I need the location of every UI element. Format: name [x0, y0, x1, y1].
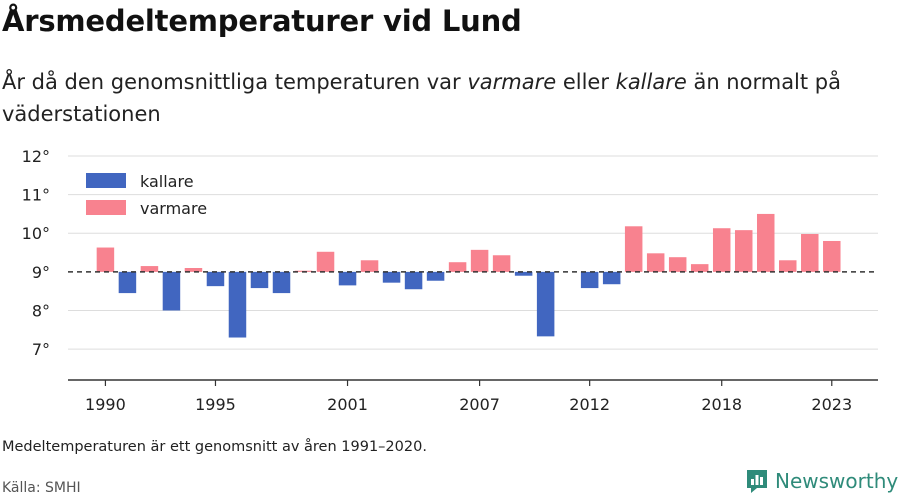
- bar-2016: [668, 257, 687, 272]
- bar-chart-logo-icon: [747, 470, 767, 493]
- y-tick-label-12: 12°: [22, 147, 50, 166]
- legend-swatch-varmare: [86, 200, 126, 215]
- y-tick-label-7: 7°: [32, 340, 50, 359]
- bar-1992: [140, 266, 159, 272]
- x-tick-label-2018: 2018: [701, 395, 742, 414]
- bar-2010: [536, 271, 555, 337]
- legend-swatch-kallare: [86, 173, 126, 188]
- bar-1993: [162, 271, 181, 311]
- y-tick-label-11: 11°: [22, 186, 50, 205]
- bar-2018: [712, 228, 731, 272]
- bar-2017: [690, 264, 709, 272]
- bar-2005: [426, 271, 445, 281]
- y-tick-label-9: 9°: [32, 263, 50, 282]
- brand-name: Newsworthy: [775, 469, 899, 493]
- temperature-bar-chart: 7° 8° 9° 10° 11° 12° 1990 1995 2001 2007 2012 2018…: [22, 147, 878, 414]
- bar-2021: [779, 260, 797, 272]
- y-axis-labels: 7° 8° 9° 10° 11° 12°: [22, 147, 50, 359]
- x-tick-label-1990: 1990: [85, 395, 126, 414]
- bar-2002: [360, 260, 379, 272]
- x-axis-labels: 1990 1995 2001 2007 2012 2018 2023: [85, 380, 852, 414]
- bar-2015: [646, 253, 665, 272]
- bar-2008: [492, 255, 511, 272]
- grid-lines: [68, 155, 878, 350]
- legend: kallare varmare: [86, 172, 207, 218]
- x-tick-label-2023: 2023: [811, 395, 852, 414]
- x-tick-label-2012: 2012: [569, 395, 610, 414]
- bar-2004: [404, 271, 423, 290]
- bar-1996: [228, 271, 247, 338]
- legend-label-kallare: kallare: [140, 172, 194, 191]
- source-credit: Källa: SMHI: [2, 480, 81, 496]
- chart-subtitle: År då den genomsnittliga temperaturen va…: [2, 66, 882, 130]
- bars: [96, 213, 841, 338]
- bar-1994: [184, 268, 203, 272]
- chart-note: Medeltemperaturen är ett genomsnitt av å…: [2, 439, 427, 455]
- x-tick-label-2001: 2001: [327, 395, 368, 414]
- bar-2000: [316, 251, 335, 272]
- x-tick-label-1995: 1995: [195, 395, 236, 414]
- bar-1998: [272, 271, 291, 294]
- bar-2013: [602, 271, 621, 285]
- subtitle-part-3: än normalt på väderstationen: [2, 70, 841, 126]
- subtitle-cold-word: kallare: [615, 70, 687, 94]
- bar-2019: [734, 230, 753, 272]
- bar-2023: [823, 240, 841, 272]
- bar-1990: [96, 247, 115, 272]
- x-tick-label-2007: 2007: [459, 395, 500, 414]
- subtitle-part-1: År då den genomsnittliga temperaturen va…: [2, 70, 468, 94]
- bar-2006: [448, 262, 467, 272]
- y-tick-label-8: 8°: [32, 301, 50, 320]
- y-tick-label-10: 10°: [22, 224, 50, 243]
- chart-title: Årsmedeltemperaturer vid Lund: [2, 4, 522, 38]
- legend-label-varmare: varmare: [140, 199, 207, 218]
- subtitle-warm-word: varmare: [467, 70, 557, 94]
- bar-1995: [206, 271, 225, 287]
- subtitle-part-2: eller: [556, 70, 616, 94]
- brand-logo: Newsworthy: [745, 468, 898, 494]
- bar-1997: [250, 271, 269, 289]
- bar-2007: [470, 249, 489, 272]
- bar-2009: [514, 271, 533, 276]
- bar-1991: [118, 271, 137, 294]
- bar-2014: [624, 226, 643, 272]
- bar-2001: [338, 271, 357, 286]
- bar-2003: [382, 271, 401, 283]
- bar-2012: [580, 271, 599, 289]
- bar-2020: [756, 213, 775, 272]
- bar-2022: [801, 234, 819, 272]
